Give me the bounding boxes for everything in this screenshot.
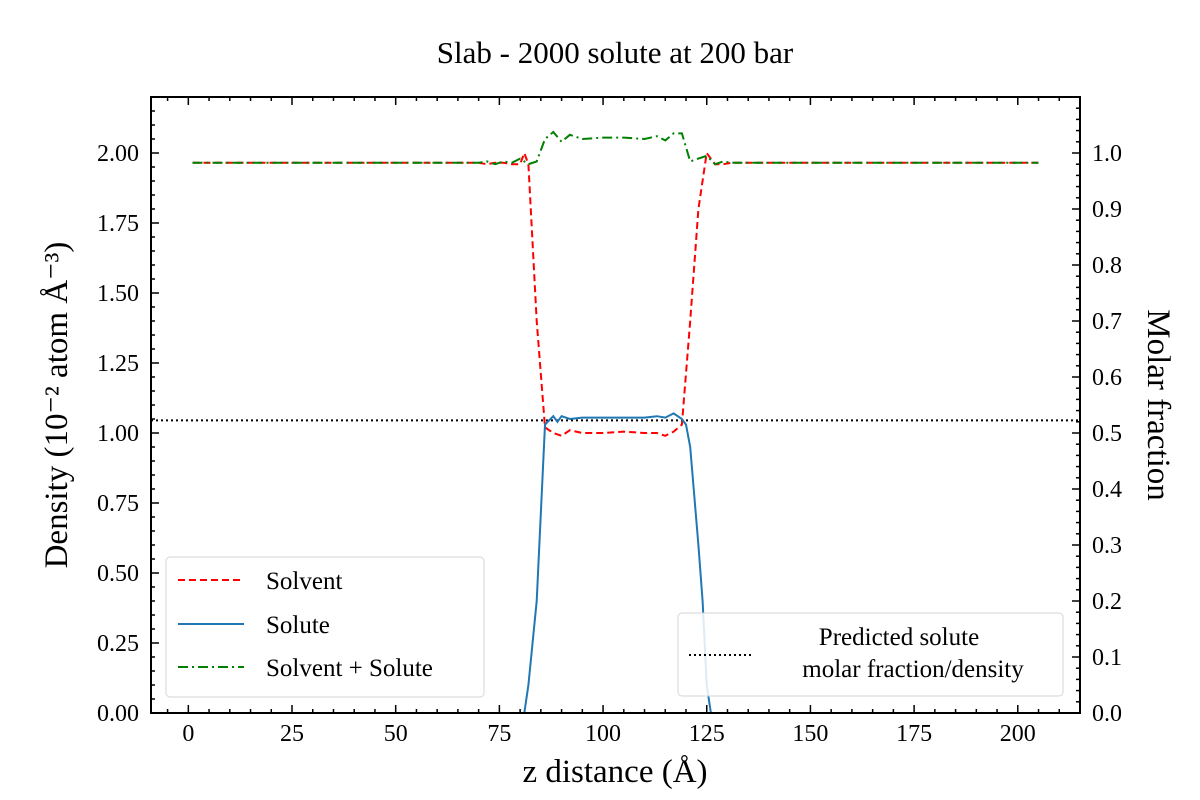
y2-tick-label: 0.1 (1092, 645, 1122, 671)
x-tick-label: 125 (689, 721, 725, 747)
legend-reference: Predicted solute molar fraction/density (677, 612, 1064, 697)
x-tick-label: 75 (487, 721, 511, 747)
y-tick-label: 2.00 (97, 141, 139, 167)
x-tick-label: 25 (280, 721, 304, 747)
legend-main: Solvent Solute Solvent + Solute (165, 556, 485, 698)
plot-lines (151, 130, 1080, 713)
y-tick-label: 0.00 (97, 701, 139, 727)
legend-main-box (165, 556, 485, 698)
y-tick-label: 0.50 (97, 561, 139, 587)
legend-reference-label-line2: molar fraction/density (802, 656, 1024, 683)
x-tick-label: 0 (182, 721, 194, 747)
x-tick-label: 150 (792, 721, 828, 747)
series-line-solvent (192, 150, 1039, 437)
legend-reference-box (677, 612, 1064, 697)
y2-tick-label: 0.7 (1092, 309, 1122, 335)
x-tick-label: 200 (1000, 721, 1036, 747)
chart-title: Slab - 2000 solute at 200 bar (437, 35, 794, 70)
y2-tick-label: 0.0 (1092, 701, 1122, 727)
x-tick-label: 100 (585, 721, 621, 747)
y-tick-label: 1.25 (97, 351, 139, 377)
y-tick-label: 1.75 (97, 211, 139, 237)
y2-axis-label: Molar fraction (1140, 309, 1176, 501)
y2-tick-label: 0.8 (1092, 253, 1122, 279)
y2-tick-label: 1.0 (1092, 141, 1122, 167)
y2-tick-label: 0.3 (1092, 533, 1122, 559)
series-line-solvent-solute (192, 130, 1039, 166)
axis-ticks: 0 25 50 75 100 125 150 175 200 0.00 0.25 0.50 0.75 1.… (97, 97, 1122, 747)
x-axis-label: z distance (Å) (522, 753, 707, 790)
legend-solvent-label: Solvent (266, 568, 342, 595)
legend-solute-label: Solute (266, 612, 330, 639)
y2-tick-label: 0.2 (1092, 589, 1122, 615)
series-line-solute (523, 412, 712, 713)
x-tick-label: 175 (896, 721, 932, 747)
y-tick-label: 0.25 (97, 631, 139, 657)
y-tick-label: 0.75 (97, 491, 139, 517)
y-tick-label: 1.50 (97, 281, 139, 307)
y2-tick-label: 0.9 (1092, 197, 1122, 223)
y2-tick-label: 0.5 (1092, 421, 1122, 447)
x-tick-label: 50 (384, 721, 408, 747)
y2-tick-label: 0.4 (1092, 477, 1122, 503)
legend-reference-label-line1: Predicted solute (819, 624, 979, 651)
y-axis-label: Density (10⁻² atom Å⁻³) (38, 242, 75, 569)
legend-total-label: Solvent + Solute (266, 655, 433, 682)
y-tick-label: 1.00 (97, 421, 139, 447)
y2-tick-label: 0.6 (1092, 365, 1122, 391)
